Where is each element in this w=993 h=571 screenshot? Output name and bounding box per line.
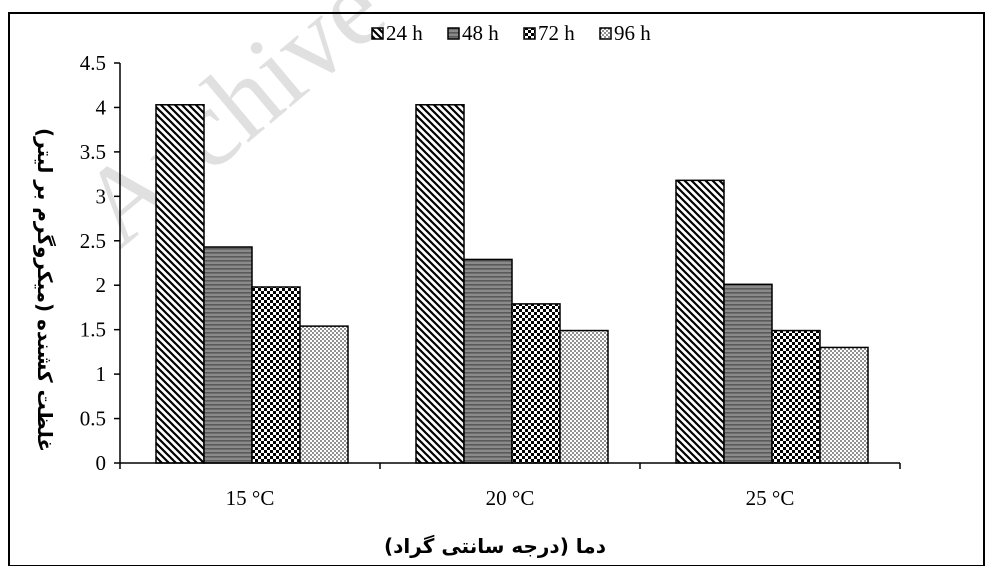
legend-label: 72 h (538, 21, 575, 45)
legend-swatch (599, 27, 612, 40)
bar-24h-2 (675, 179, 725, 464)
y-tick-label: 2.5 (80, 229, 106, 253)
legend: 24 h 48 h 72 h 96 h (371, 21, 651, 45)
y-tick-label: 4 (96, 95, 107, 119)
y-tick-label: 4.5 (80, 51, 106, 75)
x-tick-label: 25 °C (746, 486, 795, 510)
y-axis-title: غلظت کشنده (میکروگرم بر لیتر) (33, 128, 57, 452)
bar-48h-0 (203, 246, 253, 464)
bar-group (155, 104, 869, 464)
bar-96h-1 (559, 329, 609, 464)
bar-48h-2 (723, 283, 773, 464)
legend-label: 96 h (614, 21, 651, 45)
legend-swatch (523, 27, 536, 40)
legend-swatch (447, 27, 460, 40)
x-axis: 15 °C 20 °C 25 °C (119, 463, 901, 510)
y-tick-label: 0.5 (80, 407, 106, 431)
bar-48h-1 (463, 258, 513, 464)
bar-24h-0 (155, 104, 205, 464)
x-tick-label: 20 °C (486, 486, 535, 510)
bar-96h-0 (299, 325, 349, 464)
bar-72h-0 (251, 286, 301, 464)
bar-24h-1 (415, 104, 465, 464)
bar-72h-2 (771, 329, 821, 464)
watermark: Archive (57, 0, 407, 268)
y-tick-label: 0 (96, 451, 107, 475)
y-tick-label: 1.5 (80, 318, 106, 342)
y-tick-label: 3 (96, 184, 107, 208)
y-tick-label: 1 (96, 362, 107, 386)
bar-72h-1 (511, 303, 561, 464)
legend-label: 24 h (386, 21, 423, 45)
y-tick-label: 2 (96, 273, 107, 297)
x-axis-title: دما (درجه سانتی گراد) (384, 534, 606, 558)
y-tick-label: 3.5 (80, 140, 106, 164)
legend-label: 48 h (462, 21, 499, 45)
x-tick-label: 15 °C (226, 486, 275, 510)
bar-96h-2 (819, 346, 869, 464)
legend-swatch (371, 27, 384, 40)
y-axis: 0 0.5 1 1.5 2 2.5 3 3.5 4 4.5 (80, 51, 120, 475)
